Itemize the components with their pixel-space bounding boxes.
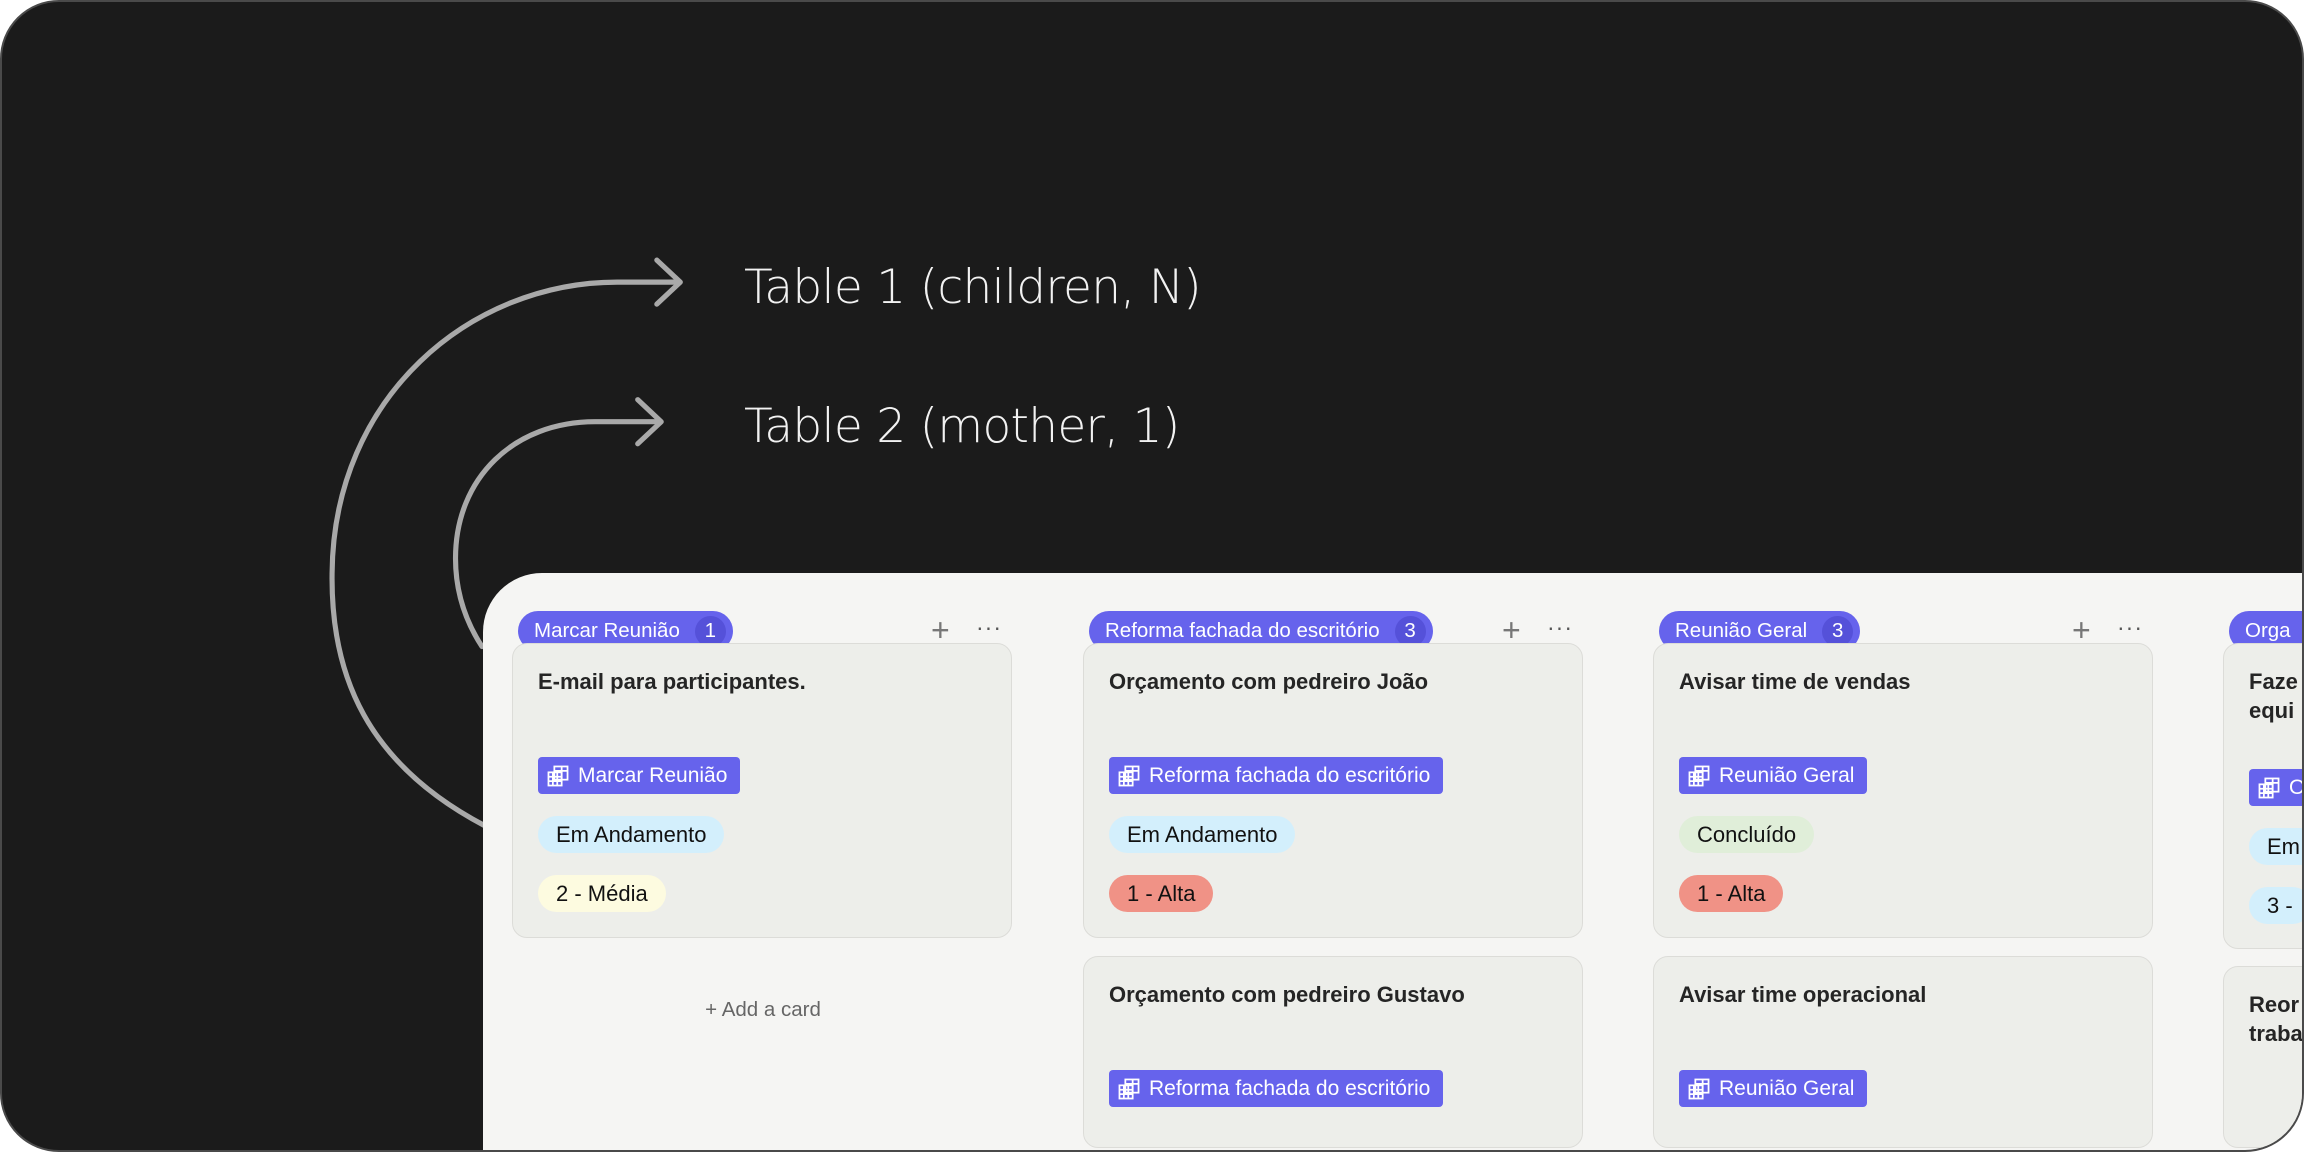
tag-label: Reforma fachada do escritório bbox=[1149, 763, 1431, 787]
label-table2: Table 2 (mother, 1) bbox=[744, 399, 1180, 454]
status-badge: Em bbox=[2249, 828, 2302, 865]
card[interactable]: Reor traba bbox=[2223, 966, 2303, 1148]
plus-icon[interactable]: + bbox=[2072, 612, 2091, 648]
priority-badge: 2 - Média bbox=[538, 875, 666, 912]
arrowhead-table1 bbox=[654, 257, 683, 307]
card-title: E-mail para participantes. bbox=[538, 669, 806, 694]
tag-label: Reforma fachada do escritório bbox=[1149, 1076, 1431, 1100]
card[interactable]: Orçamento com pedreiro João Reforma fach… bbox=[1083, 643, 1583, 938]
status-badge: Em Andamento bbox=[1109, 816, 1296, 853]
board-column: Reunião Geral 3 + ··· Avisar time de vend… bbox=[1653, 611, 2155, 1148]
column-header-pill[interactable]: Marcar Reunião 1 bbox=[518, 611, 733, 651]
table-icon bbox=[547, 765, 569, 786]
column-title: Reunião Geral bbox=[1675, 619, 1808, 642]
card[interactable]: Orçamento com pedreiro Gustavo Reforma f… bbox=[1083, 956, 1583, 1148]
table-icon bbox=[1688, 1078, 1710, 1099]
label-table1: Table 1 (children, N) bbox=[744, 260, 1202, 315]
board-column: Marcar Reunião 1 + ··· E-mail para partic… bbox=[512, 611, 1014, 1021]
status-badge: Em Andamento bbox=[538, 816, 725, 853]
card[interactable]: Avisar time operacional Reunião Geral bbox=[1653, 956, 2153, 1148]
relation-tag[interactable]: Reunião Geral bbox=[1679, 757, 1868, 794]
kanban-board: Marcar Reunião 1 + ··· E-mail para partic… bbox=[483, 573, 2302, 1150]
table-icon bbox=[1118, 765, 1140, 786]
tag-label: Reunião Geral bbox=[1719, 1076, 1855, 1100]
table-icon bbox=[2258, 777, 2280, 798]
priority-badge: 1 - Alta bbox=[1109, 875, 1214, 912]
board-column: Orga Faze equi O Em 3 - Reor traba bbox=[2223, 611, 2302, 1148]
card-count: 3 bbox=[1822, 615, 1854, 647]
ellipsis-icon[interactable]: ··· bbox=[976, 614, 1002, 640]
relation-tag[interactable]: Reforma fachada do escritório bbox=[1109, 757, 1444, 794]
priority-badge: 1 - Alta bbox=[1679, 875, 1784, 912]
arrowhead-table2 bbox=[635, 397, 664, 447]
column-title: Marcar Reunião bbox=[534, 619, 680, 642]
ellipsis-icon[interactable]: ··· bbox=[2117, 614, 2143, 640]
card-count: 3 bbox=[1394, 615, 1426, 647]
plus-icon[interactable]: + bbox=[1502, 612, 1521, 648]
arrow-table2 bbox=[452, 419, 660, 650]
card-title: Avisar time de vendas bbox=[1679, 669, 1911, 694]
table-icon bbox=[1688, 765, 1710, 786]
tag-label: O bbox=[2289, 775, 2304, 799]
relation-tag[interactable]: Reunião Geral bbox=[1679, 1070, 1868, 1107]
board-column: Reforma fachada do escritório 3 + ··· Orç… bbox=[1083, 611, 1585, 1148]
card[interactable]: E-mail para participantes. Marcar Reuniã… bbox=[512, 643, 1012, 938]
card[interactable]: Avisar time de vendas Reunião Geral Conc… bbox=[1653, 643, 2153, 938]
card-title: Faze equi bbox=[2249, 669, 2298, 723]
plus-icon[interactable]: + bbox=[931, 612, 950, 648]
ellipsis-icon[interactable]: ··· bbox=[1547, 614, 1573, 640]
tag-label: Reunião Geral bbox=[1719, 763, 1855, 787]
status-badge: Concluído bbox=[1679, 816, 1815, 853]
card-count: 1 bbox=[694, 615, 726, 647]
card-title: Avisar time operacional bbox=[1679, 982, 1927, 1007]
tag-label: Marcar Reunião bbox=[578, 763, 728, 787]
table-icon bbox=[1118, 1078, 1140, 1099]
priority-badge: 3 - bbox=[2249, 887, 2302, 924]
arrow-table1 bbox=[329, 279, 679, 829]
card-title: Orçamento com pedreiro Gustavo bbox=[1109, 982, 1465, 1007]
add-card-button[interactable]: + Add a card bbox=[705, 998, 821, 1021]
column-title: Orga bbox=[2245, 619, 2291, 642]
column-title: Reforma fachada do escritório bbox=[1105, 619, 1380, 642]
card-title: Orçamento com pedreiro João bbox=[1109, 669, 1429, 694]
relation-tag[interactable]: Reforma fachada do escritório bbox=[1109, 1070, 1444, 1107]
relation-tag[interactable]: O bbox=[2249, 769, 2304, 806]
card-title: Reor traba bbox=[2249, 992, 2303, 1046]
relation-tag[interactable]: Marcar Reunião bbox=[538, 757, 741, 794]
card[interactable]: Faze equi O Em 3 - bbox=[2223, 643, 2304, 949]
